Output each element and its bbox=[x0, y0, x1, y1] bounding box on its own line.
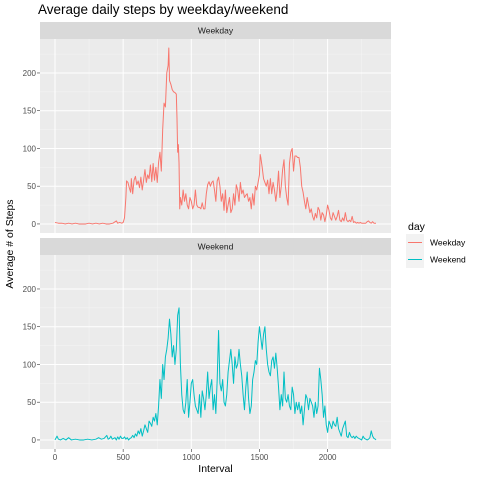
x-tick-label: 2000 bbox=[319, 453, 337, 462]
series-line-weekend bbox=[54, 307, 377, 441]
x-tick-label: 0 bbox=[53, 453, 58, 462]
x-axis-title: Interval bbox=[198, 463, 232, 475]
panel-background-weekend bbox=[40, 255, 391, 449]
facet-strip-weekend bbox=[40, 238, 391, 255]
legend-label-weekday: Weekday bbox=[430, 238, 466, 248]
y-tick-label: 0 bbox=[32, 220, 37, 229]
panel-weekday bbox=[40, 39, 391, 233]
y-tick-label: 50 bbox=[27, 182, 36, 191]
panel-background-weekday bbox=[40, 39, 391, 233]
y-tick-label: 100 bbox=[23, 144, 37, 153]
x-tick-label: 1000 bbox=[182, 453, 200, 462]
legend: day Weekday Weekend bbox=[406, 221, 466, 268]
y-tick-label: 100 bbox=[23, 360, 37, 369]
y-tick-label: 200 bbox=[23, 69, 37, 78]
y-tick-label: 0 bbox=[32, 436, 37, 445]
y-tick-label: 50 bbox=[27, 398, 36, 407]
y-tick-label: 150 bbox=[23, 323, 37, 332]
facet-label-weekday: Weekday bbox=[198, 26, 234, 36]
facet-strip-weekday bbox=[40, 22, 391, 39]
chart-title: Average daily steps by weekday/weekend bbox=[38, 2, 288, 17]
x-tick-label: 1500 bbox=[251, 453, 269, 462]
facet-label-weekend: Weekend bbox=[198, 242, 234, 252]
x-axis: 0 500 1000 1500 2000 bbox=[53, 449, 337, 462]
panel-weekend bbox=[40, 255, 391, 449]
y-tick-label: 150 bbox=[23, 107, 37, 116]
y-axis-title: Average # of Steps bbox=[4, 199, 16, 288]
x-tick-label: 500 bbox=[116, 453, 130, 462]
series-line-weekday bbox=[54, 47, 377, 225]
legend-title: day bbox=[408, 221, 426, 233]
y-tick-label: 200 bbox=[23, 285, 37, 294]
legend-label-weekend: Weekend bbox=[430, 255, 466, 265]
